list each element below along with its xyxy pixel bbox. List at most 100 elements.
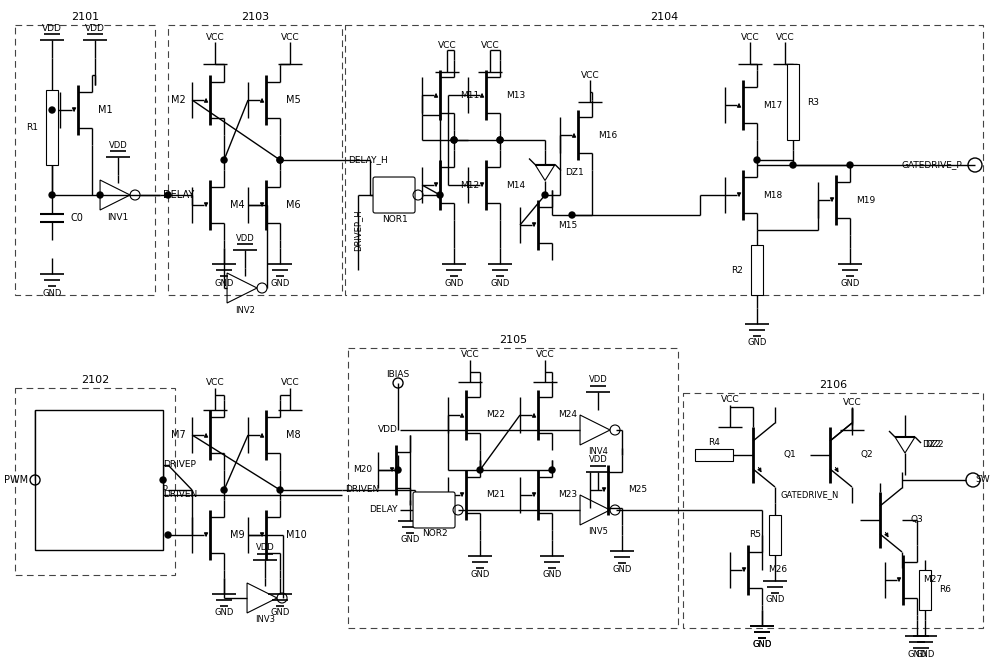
- Circle shape: [49, 192, 55, 198]
- Text: NOR2: NOR2: [422, 529, 448, 539]
- Bar: [35, 410, 163, 550]
- Circle shape: [497, 137, 503, 143]
- Text: M4: M4: [230, 200, 245, 210]
- Circle shape: [97, 192, 103, 198]
- Circle shape: [569, 212, 575, 218]
- Circle shape: [277, 157, 283, 163]
- Text: GATEDRIVE_N: GATEDRIVE_N: [781, 490, 839, 500]
- Text: DZ2: DZ2: [925, 440, 944, 450]
- Circle shape: [277, 487, 283, 493]
- Text: M16: M16: [598, 131, 617, 139]
- Text: VCC: VCC: [776, 33, 794, 41]
- Circle shape: [221, 487, 227, 493]
- Bar: [683, 393, 983, 628]
- Text: GND: GND: [752, 641, 772, 649]
- Bar: [919, 570, 931, 610]
- Text: R1: R1: [26, 123, 38, 132]
- Text: GND: GND: [915, 651, 935, 659]
- Text: VCC: VCC: [741, 33, 759, 41]
- Text: M22: M22: [486, 410, 505, 420]
- Text: M6: M6: [286, 200, 301, 210]
- Text: GND: GND: [270, 278, 290, 288]
- Text: M5: M5: [286, 95, 301, 105]
- Text: VCC: VCC: [481, 41, 499, 49]
- Text: DELAY_H: DELAY_H: [348, 156, 388, 165]
- Text: 2105: 2105: [499, 335, 527, 345]
- Text: VDD: VDD: [42, 23, 62, 33]
- Text: VDD: VDD: [589, 456, 607, 464]
- Text: R4: R4: [708, 438, 720, 448]
- Circle shape: [221, 157, 227, 163]
- Circle shape: [451, 137, 457, 143]
- Text: M26: M26: [768, 565, 787, 575]
- Text: R6: R6: [939, 585, 951, 595]
- Bar: [345, 25, 983, 295]
- Circle shape: [165, 532, 171, 538]
- Text: VDD: VDD: [378, 426, 398, 434]
- Text: 2103: 2103: [241, 12, 269, 22]
- Text: M14: M14: [506, 180, 525, 190]
- Text: M23: M23: [558, 490, 577, 500]
- Text: M2: M2: [171, 95, 186, 105]
- FancyBboxPatch shape: [413, 492, 455, 528]
- Circle shape: [395, 467, 401, 473]
- Bar: [787, 64, 799, 140]
- Text: 2102: 2102: [81, 375, 109, 385]
- Bar: [348, 348, 678, 628]
- Text: VCC: VCC: [461, 350, 479, 360]
- Text: M11: M11: [460, 91, 479, 99]
- Bar: [168, 25, 342, 295]
- Text: M9: M9: [230, 530, 245, 540]
- Circle shape: [49, 107, 55, 113]
- Text: GND: GND: [752, 641, 772, 649]
- Text: M19: M19: [856, 196, 875, 204]
- Text: M20: M20: [353, 466, 372, 474]
- Text: GND: GND: [400, 535, 420, 545]
- Text: VCC: VCC: [721, 396, 739, 404]
- Text: M21: M21: [486, 490, 505, 500]
- Circle shape: [277, 157, 283, 163]
- Text: VCC: VCC: [536, 350, 554, 360]
- Text: GND: GND: [840, 278, 860, 288]
- Circle shape: [790, 162, 796, 168]
- Text: M24: M24: [558, 410, 577, 420]
- Bar: [46, 90, 58, 165]
- Bar: [751, 245, 763, 295]
- Circle shape: [165, 192, 171, 198]
- Text: DRIVEN: DRIVEN: [163, 490, 197, 500]
- Text: M15: M15: [558, 220, 577, 230]
- Text: DRIVEP_H: DRIVEP_H: [354, 209, 363, 251]
- Text: GND: GND: [470, 571, 490, 579]
- Text: VDD: VDD: [236, 234, 254, 242]
- Text: GND: GND: [747, 338, 767, 348]
- Circle shape: [549, 467, 555, 473]
- Text: INV4: INV4: [588, 448, 608, 456]
- Text: VDD: VDD: [256, 543, 274, 553]
- Text: Q3: Q3: [910, 515, 923, 525]
- Text: M25: M25: [628, 486, 647, 494]
- Text: INV2: INV2: [235, 306, 255, 314]
- Text: DRIVEP: DRIVEP: [135, 486, 168, 494]
- Text: R3: R3: [807, 97, 819, 107]
- Text: GND: GND: [214, 609, 234, 617]
- Text: GND: GND: [490, 278, 510, 288]
- Circle shape: [847, 162, 853, 168]
- Text: R2: R2: [731, 266, 743, 274]
- Bar: [15, 388, 175, 575]
- Text: GATEDRIVE_P: GATEDRIVE_P: [901, 161, 962, 170]
- Text: VCC: VCC: [206, 378, 224, 388]
- Text: M18: M18: [763, 190, 782, 200]
- Text: GND: GND: [542, 571, 562, 579]
- Text: M8: M8: [286, 430, 301, 440]
- Circle shape: [497, 137, 503, 143]
- Text: VCC: VCC: [438, 41, 456, 49]
- Text: M27: M27: [923, 575, 942, 585]
- Text: INV1: INV1: [107, 212, 129, 222]
- Text: GND: GND: [270, 609, 290, 617]
- Text: DRIVEN: DRIVEN: [345, 486, 379, 494]
- Text: M7: M7: [171, 430, 186, 440]
- Text: SW: SW: [975, 476, 990, 484]
- FancyBboxPatch shape: [373, 177, 415, 213]
- Bar: [769, 515, 781, 555]
- Text: GND: GND: [214, 278, 234, 288]
